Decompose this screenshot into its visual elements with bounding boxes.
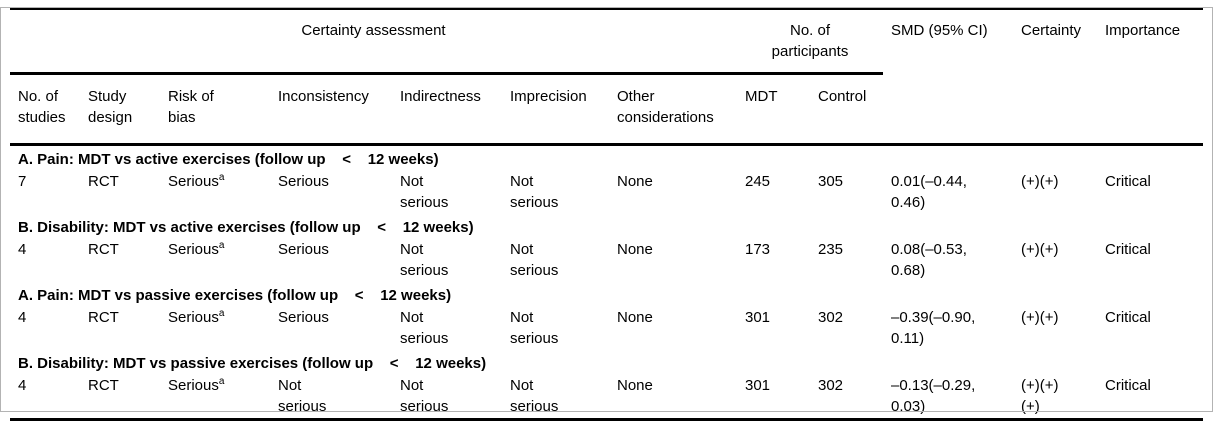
- table-row: 7 RCT Seriousa Serious Not serious Not s…: [10, 170, 1203, 214]
- cell-risk-of-bias: Seriousa: [168, 308, 225, 327]
- col-header-risk-of-bias: Risk of bias: [160, 73, 270, 146]
- cell-certainty: (+)(+): [1021, 173, 1059, 190]
- cell-imprecision: Not serious: [510, 173, 559, 211]
- header-importance: Importance: [1097, 8, 1203, 146]
- table-row: 4 RCT Seriousa Serious Not serious Not s…: [10, 238, 1203, 282]
- group-header-row: Certainty assessment No. of participants…: [10, 8, 1203, 146]
- cell-no-of-studies: 7: [18, 173, 27, 190]
- cell-indirectness: Not serious: [392, 374, 502, 421]
- cell-inconsistency: Not serious: [270, 374, 392, 421]
- cell-importance: Critical: [1097, 374, 1203, 421]
- cell-control-participants: 302: [810, 374, 883, 421]
- col-header-other-considerations: Other considerations: [609, 73, 737, 146]
- section-title: B. Disability: MDT vs active exercises (…: [18, 219, 474, 236]
- footnote-marker: a: [218, 376, 225, 387]
- cell-smd: –0.13(–0.29, 0.03): [883, 374, 1013, 421]
- cell-indirectness: Not serious: [400, 173, 449, 211]
- cell-certainty: (+)(+): [1021, 309, 1059, 326]
- column-header-row: No. of studies Study design Risk of bias…: [10, 73, 1203, 146]
- cell-no-of-studies: 4: [10, 374, 80, 421]
- header-smd: SMD (95% CI): [883, 8, 1013, 146]
- cell-indirectness: Not serious: [400, 309, 449, 347]
- cell-importance: Critical: [1105, 241, 1151, 258]
- table-row: 4 RCT Seriousa Not serious Not serious N…: [10, 374, 1203, 421]
- cell-smd: 0.01(–0.44, 0.46): [891, 173, 967, 211]
- col-header-no-of-studies: No. of studies: [10, 73, 80, 146]
- col-header-mdt: MDT: [737, 73, 810, 146]
- grade-evidence-table: Certainty assessment No. of participants…: [10, 7, 1203, 421]
- cell-importance: Critical: [1105, 173, 1151, 190]
- table-row: 4 RCT Seriousa Serious Not serious Not s…: [10, 306, 1203, 350]
- cell-control-participants: 302: [818, 309, 844, 326]
- cell-risk-of-bias: Seriousa: [168, 240, 225, 259]
- cell-importance: Critical: [1105, 309, 1151, 326]
- cell-certainty: (+)(+): [1021, 241, 1059, 258]
- cell-study-design: RCT: [88, 173, 119, 190]
- col-header-inconsistency: Inconsistency: [270, 73, 392, 146]
- cell-imprecision: Not serious: [510, 309, 559, 347]
- cell-other-considerations: None: [617, 241, 653, 258]
- col-header-indirectness: Indirectness: [392, 73, 502, 146]
- cell-study-design: RCT: [88, 241, 119, 258]
- section-title-row: B. Disability: MDT vs active exercises (…: [10, 214, 1203, 238]
- cell-mdt-participants: 301: [737, 374, 810, 421]
- cell-study-design: RCT: [88, 309, 119, 326]
- footnote-marker: a: [218, 172, 225, 183]
- cell-control-participants: 305: [818, 173, 844, 190]
- header-certainty: Certainty: [1013, 8, 1097, 146]
- cell-smd: –0.39(–0.90, 0.11): [891, 309, 976, 347]
- section-title: B. Disability: MDT vs passive exercises …: [18, 355, 487, 372]
- cell-risk-of-bias: Seriousa: [168, 172, 225, 191]
- cell-mdt-participants: 245: [745, 173, 771, 190]
- cell-indirectness: Not serious: [400, 241, 449, 279]
- section-title: A. Pain: MDT vs passive exercises (follo…: [18, 287, 452, 304]
- cell-other-considerations: None: [617, 173, 653, 190]
- col-header-study-design: Study design: [80, 73, 160, 146]
- footnote-marker: a: [218, 308, 225, 319]
- cell-inconsistency: Serious: [278, 241, 329, 258]
- cell-imprecision: Not serious: [502, 374, 609, 421]
- header-certainty-assessment: Certainty assessment: [10, 8, 737, 75]
- cell-control-participants: 235: [818, 241, 844, 258]
- cell-mdt-participants: 173: [745, 241, 771, 258]
- cell-mdt-participants: 301: [745, 309, 771, 326]
- section-title-row: A. Pain: MDT vs passive exercises (follo…: [10, 282, 1203, 306]
- section-title-row: B. Disability: MDT vs passive exercises …: [10, 350, 1203, 374]
- cell-imprecision: Not serious: [510, 241, 559, 279]
- cell-no-of-studies: 4: [18, 241, 27, 258]
- cell-no-of-studies: 4: [18, 309, 27, 326]
- cell-other-considerations: None: [609, 374, 737, 421]
- col-header-control: Control: [810, 73, 883, 146]
- section-title-row: A. Pain: MDT vs active exercises (follow…: [10, 145, 1203, 171]
- cell-inconsistency: Serious: [278, 173, 329, 190]
- cell-smd: 0.08(–0.53, 0.68): [891, 241, 967, 279]
- col-header-imprecision: Imprecision: [502, 73, 609, 146]
- cell-certainty: (+)(+)(+): [1013, 374, 1097, 421]
- header-participants: No. of participants: [737, 8, 883, 75]
- cell-study-design: RCT: [80, 374, 160, 421]
- section-title: A. Pain: MDT vs active exercises (follow…: [18, 151, 439, 168]
- cell-risk-of-bias: Seriousa: [160, 374, 270, 421]
- cell-inconsistency: Serious: [278, 309, 329, 326]
- cell-other-considerations: None: [617, 309, 653, 326]
- footnote-marker: a: [218, 240, 225, 251]
